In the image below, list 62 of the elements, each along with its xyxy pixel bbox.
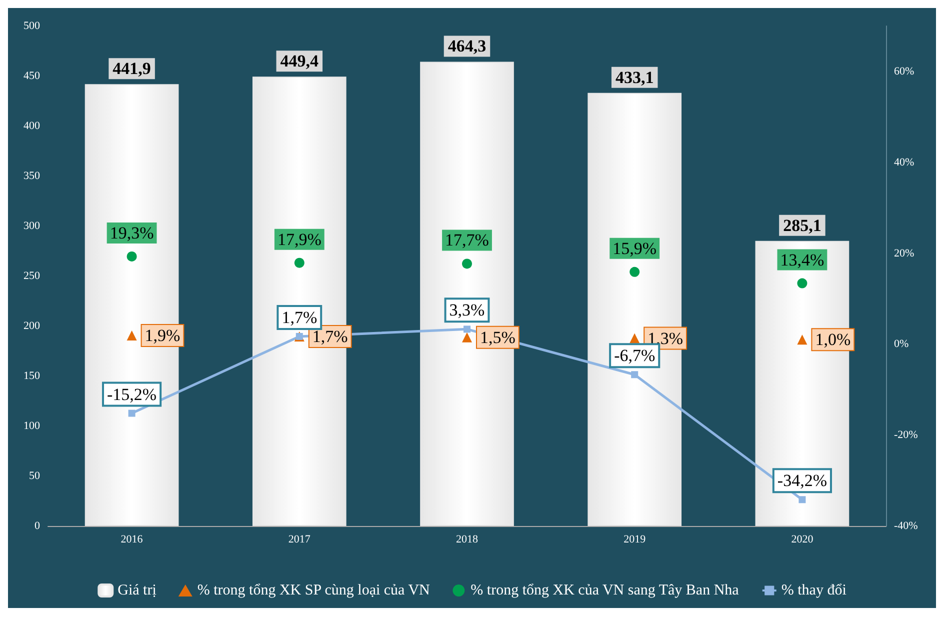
- data-label: 3,3%: [449, 300, 485, 320]
- x-tick-label: 2018: [456, 534, 478, 546]
- x-tick-label: 2017: [288, 534, 311, 546]
- data-label: -15,2%: [107, 384, 157, 404]
- y-tick-label: 400: [24, 120, 40, 132]
- y2-tick-label: 0%: [894, 338, 909, 350]
- point: [630, 266, 640, 277]
- y2-tick-label: 20%: [894, 247, 914, 260]
- y-tick-label: 500: [24, 20, 40, 32]
- y-tick-label: 350: [24, 170, 40, 182]
- y-tick-label: 50: [29, 470, 40, 482]
- data-label: 19,3%: [110, 223, 154, 242]
- y-tick-label: 0: [34, 520, 40, 532]
- data-label: 441,9: [112, 59, 151, 78]
- y-tick-label: 250: [24, 270, 40, 282]
- point: [797, 334, 808, 345]
- point: [464, 326, 470, 333]
- y-tick-label: 450: [24, 70, 40, 82]
- point: [294, 258, 304, 268]
- y-tick-label: 150: [24, 370, 40, 382]
- point: [462, 258, 472, 269]
- legend-label: % thay đổi: [781, 582, 846, 598]
- legend-label: Giá trị: [118, 582, 156, 598]
- bar: [84, 84, 179, 526]
- point: [128, 410, 136, 417]
- data-label: -34,2%: [777, 471, 827, 490]
- y2-tick-label: -20%: [894, 429, 918, 442]
- data-label: 285,1: [783, 216, 822, 235]
- data-label: 1,0%: [815, 330, 851, 350]
- point: [126, 251, 137, 262]
- data-label: 17,9%: [277, 230, 322, 249]
- y2-tick-label: 60%: [894, 65, 914, 78]
- y-tick-label: 200: [24, 320, 40, 332]
- point: [126, 330, 137, 341]
- data-label: 13,4%: [780, 250, 824, 270]
- data-label: 1,7%: [282, 308, 318, 327]
- x-tick-label: 2016: [120, 534, 144, 546]
- legend-label: % trong tổng XK SP cùng loại của VN: [197, 582, 430, 598]
- data-label: 15,9%: [612, 238, 657, 258]
- y2-tick-label: 40%: [894, 156, 914, 168]
- data-label: 1,9%: [144, 326, 180, 346]
- data-label: 17,7%: [445, 230, 489, 250]
- data-label: 1,5%: [480, 328, 516, 347]
- data-label: 464,3: [448, 36, 486, 56]
- point: [797, 278, 808, 288]
- data-label: 433,1: [615, 68, 654, 87]
- x-tick-label: 2020: [791, 534, 814, 546]
- x-tick-label: 2019: [624, 534, 646, 546]
- legend-label: % trong tổng XK của VN sang Tây Ban Nha: [470, 582, 740, 598]
- point: [462, 332, 472, 342]
- y2-tick-label: -40%: [894, 520, 918, 532]
- data-label: -6,7%: [614, 346, 656, 366]
- y-tick-label: 100: [24, 420, 40, 432]
- point: [798, 496, 806, 504]
- data-label: 1,7%: [312, 326, 348, 346]
- y-tick-label: 300: [24, 220, 40, 232]
- point: [630, 333, 640, 344]
- bar: [252, 76, 346, 526]
- point: [631, 371, 638, 378]
- bar: [588, 92, 682, 526]
- bar: [420, 62, 514, 526]
- data-label: 449,4: [280, 52, 320, 71]
